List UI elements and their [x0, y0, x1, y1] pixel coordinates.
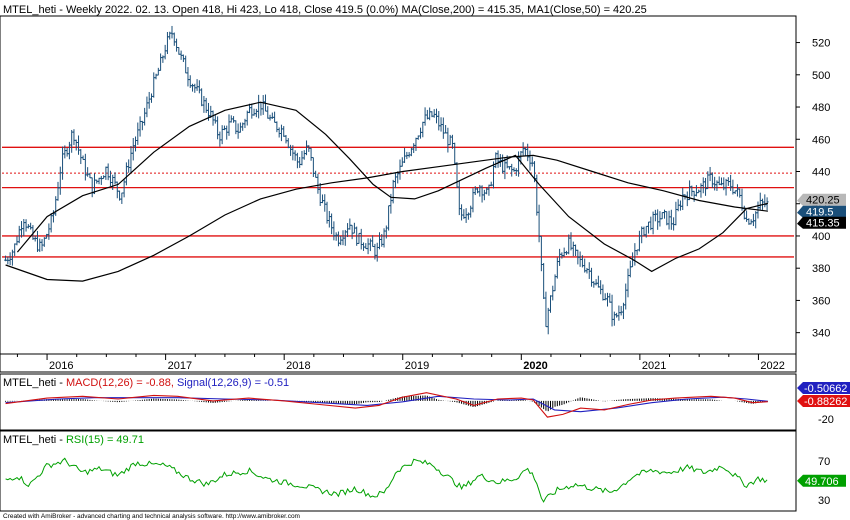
x-tick-label: 2019 — [405, 360, 429, 372]
price-pane[interactable] — [0, 15, 797, 373]
price-tick-label: 520 — [812, 38, 830, 50]
price-tick-label: 340 — [812, 328, 830, 340]
macd-value-tag — [797, 382, 850, 394]
price-tick-label: 500 — [812, 70, 830, 82]
x-tick-label: 2017 — [168, 360, 192, 372]
price-plot — [2, 25, 794, 335]
ohlc-info: - Weekly 2022. 02. 13. Open 418, Hi 423,… — [56, 4, 401, 16]
ma50-line — [16, 101, 769, 273]
x-tick-label: 2016 — [49, 360, 73, 372]
price-value-tag — [797, 216, 846, 229]
price-value-tag — [797, 205, 846, 218]
rsi-legend: RSI(15) = 49.71 — [66, 434, 144, 446]
rsi-sep: - — [56, 434, 66, 446]
symbol-label: MTEL_heti — [3, 4, 56, 16]
price-value-tag-label: 415.35 — [806, 218, 840, 230]
time-x-axis: 2016 2017 2018 2019 2020 2021 2022 — [16, 354, 785, 372]
price-tick-label: 460 — [812, 134, 830, 146]
rsi-value-tag-label: 49.706 — [805, 476, 839, 488]
price-y-axis: 340360380400420440460480500520 — [796, 38, 830, 340]
macd-value-tag-label: -0.50662 — [804, 383, 847, 395]
price-tick-label: 480 — [812, 102, 830, 114]
macd-tick-label: -20 — [818, 414, 834, 426]
price-value-tag — [797, 193, 846, 206]
price-header: MTEL_heti - Weekly 2022. 02. 13. Open 41… — [3, 4, 647, 16]
macd-legend: MACD(12,26) = -0.88, — [66, 377, 177, 389]
rsi-value-tags: 49.706 — [797, 474, 846, 488]
signal-legend: Signal(12,26,9) = -0.51 — [177, 377, 289, 389]
signal-line — [5, 395, 768, 413]
x-axis-strip — [0, 353, 797, 373]
rsi-tick-label: 30 — [818, 495, 830, 507]
macd-value-tag — [797, 395, 850, 407]
x-tick-label: 2018 — [286, 360, 310, 372]
macd-sep: - — [56, 377, 66, 389]
rsi-value-tag — [797, 474, 846, 487]
macd-plot — [5, 392, 768, 418]
macd-header: MTEL_heti - MACD(12,26) = -0.88, Signal(… — [3, 377, 289, 389]
macd-line — [5, 392, 768, 418]
macd-value-tags: -0.50662-0.88262 — [797, 382, 850, 408]
rsi-plot — [5, 457, 768, 503]
rsi-line — [5, 457, 768, 503]
footer-credit: Created with AmiBroker - advanced charti… — [3, 513, 300, 520]
price-tick-label: 380 — [812, 263, 830, 275]
price-value-tag-label: 419.5 — [806, 207, 834, 219]
price-value-tag-label: 420.25 — [806, 195, 840, 207]
x-tick-label: 2020 — [523, 360, 547, 372]
rsi-tick-label: 70 — [818, 456, 830, 468]
ma50-legend: MA1(Close,50) = 420.25 — [527, 4, 647, 16]
x-tick-label: 2021 — [642, 360, 666, 372]
rsi-header: MTEL_heti - RSI(15) = 49.71 — [3, 434, 144, 446]
macd-value-tag-label: -0.88262 — [804, 396, 847, 408]
rsi-symbol-label: MTEL_heti — [3, 434, 56, 446]
macd-symbol-label: MTEL_heti — [3, 377, 56, 389]
ma200-line — [5, 154, 768, 282]
price-tick-label: 440 — [812, 166, 830, 178]
price-tick-label: 360 — [812, 295, 830, 307]
x-tick-label: 2022 — [760, 360, 784, 372]
price-tick-label: 400 — [812, 231, 830, 243]
rsi-y-axis: 70 30 — [818, 456, 830, 507]
ma200-legend: MA(Close,200) = 415.35, — [402, 4, 528, 16]
